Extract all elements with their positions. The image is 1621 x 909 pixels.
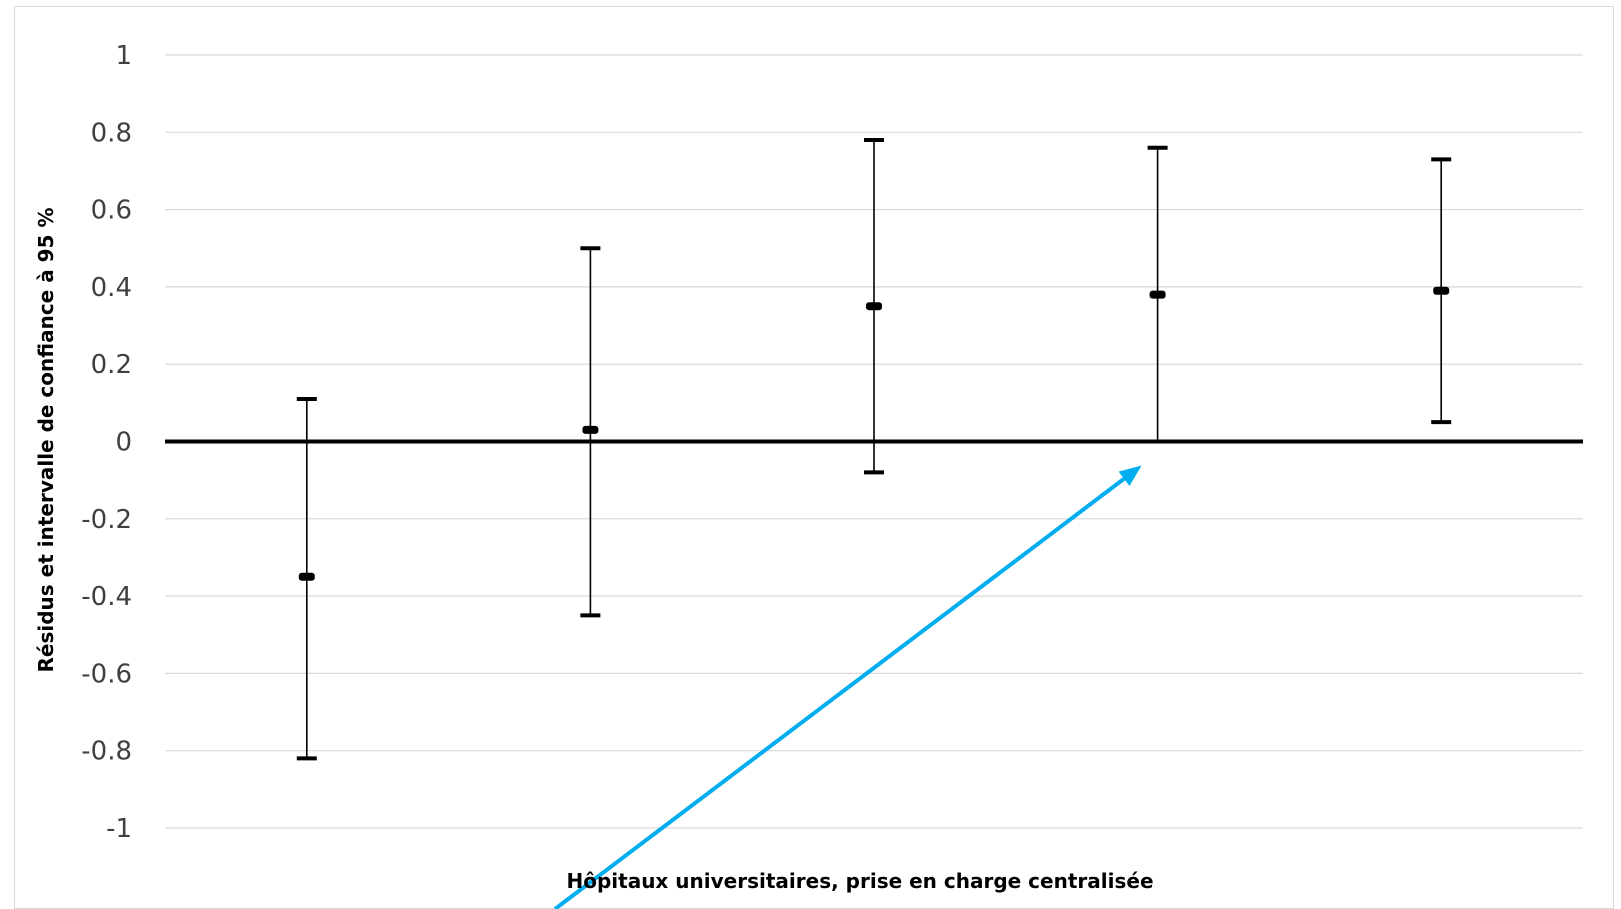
- y-tick-label: -0.6: [81, 659, 132, 689]
- arrow-shaft: [553, 477, 1126, 909]
- y-tick-label: -1: [106, 814, 132, 844]
- arrow-head: [1118, 465, 1142, 486]
- y-tick-label: 0.4: [91, 273, 132, 303]
- annotation-arrow: [553, 465, 1142, 909]
- point-marker: [1433, 286, 1450, 295]
- gridlines: [165, 54, 1583, 829]
- y-tick-label: 0.2: [91, 350, 132, 380]
- chart-frame: [14, 6, 1614, 909]
- y-axis-title: Résidus et intervalle de confiance à 95 …: [34, 208, 58, 673]
- point-1: [296, 396, 317, 761]
- point-marker: [1149, 290, 1166, 299]
- point-3: [864, 138, 884, 475]
- y-tick-labels: 1 0.8 0.6 0.4 0.2 0 -0.2 -0.4 -0.6 -0.8 -1: [81, 41, 132, 844]
- data-points: [296, 138, 1452, 761]
- y-tick-label: 0: [115, 428, 132, 458]
- y-tick-label: 0.6: [91, 196, 132, 226]
- y-tick-label: -0.4: [81, 582, 132, 612]
- point-marker: [582, 425, 599, 434]
- x-axis-title: Hôpitaux universitaires, prise en charge…: [566, 869, 1153, 893]
- point-marker: [298, 572, 315, 581]
- y-tick-label: -0.8: [81, 737, 132, 767]
- point-marker: [866, 302, 882, 311]
- y-tick-label: 1: [115, 41, 132, 71]
- point-4: [1147, 145, 1168, 444]
- point-2: [580, 246, 601, 618]
- y-tick-label: -0.2: [81, 505, 132, 535]
- y-tick-label: 0.8: [91, 118, 132, 148]
- point-5: [1431, 157, 1452, 425]
